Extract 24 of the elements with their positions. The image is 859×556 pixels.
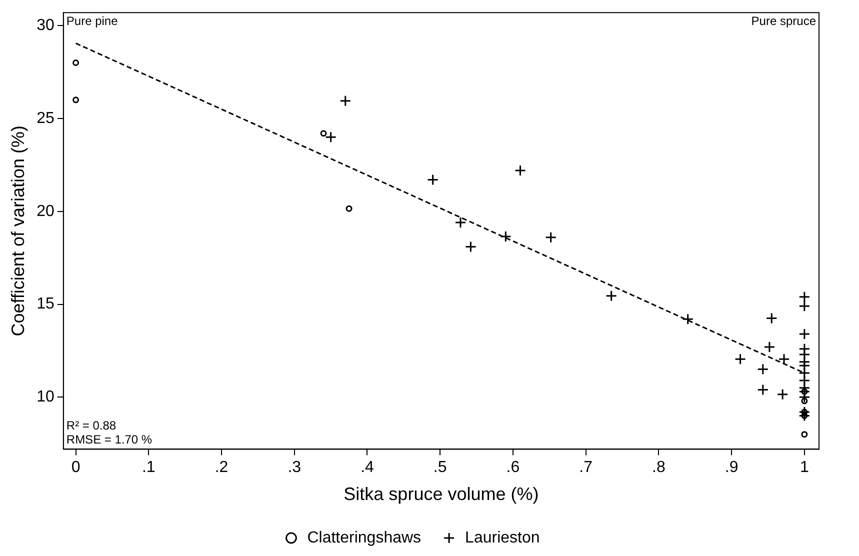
x-tick-label: .3 (288, 459, 302, 476)
x-tick-label: .9 (724, 459, 738, 476)
y-tick-label: 20 (36, 202, 54, 220)
x-axis-title: Sitka spruce volume (%) (344, 484, 539, 504)
y-tick-label: 30 (36, 17, 54, 34)
y-tick-label: 25 (36, 110, 54, 127)
x-tick-label: .8 (652, 459, 666, 476)
annotation: RMSE = 1.70 % (66, 432, 152, 447)
annotation: R² = 0.88 (66, 418, 116, 433)
x-tick-label: .6 (506, 459, 520, 476)
x-tick-label: 0 (71, 459, 80, 476)
annotation: Pure pine (66, 14, 118, 28)
x-tick-label: .1 (142, 459, 156, 476)
x-tick-label: 1 (800, 459, 809, 476)
y-tick-label: 15 (36, 296, 54, 313)
x-tick-label: .7 (579, 459, 593, 476)
annotation: Pure spruce (751, 14, 816, 28)
x-tick-label: .5 (433, 459, 447, 476)
legend-label: Clatteringshaws (307, 529, 422, 546)
legend-label: Laurieston (465, 529, 540, 546)
y-tick-label: 10 (36, 388, 54, 406)
x-tick-label: .2 (214, 459, 228, 476)
y-axis-title: Coefficient of variation (%) (8, 126, 28, 336)
x-tick-label: .4 (360, 459, 374, 476)
